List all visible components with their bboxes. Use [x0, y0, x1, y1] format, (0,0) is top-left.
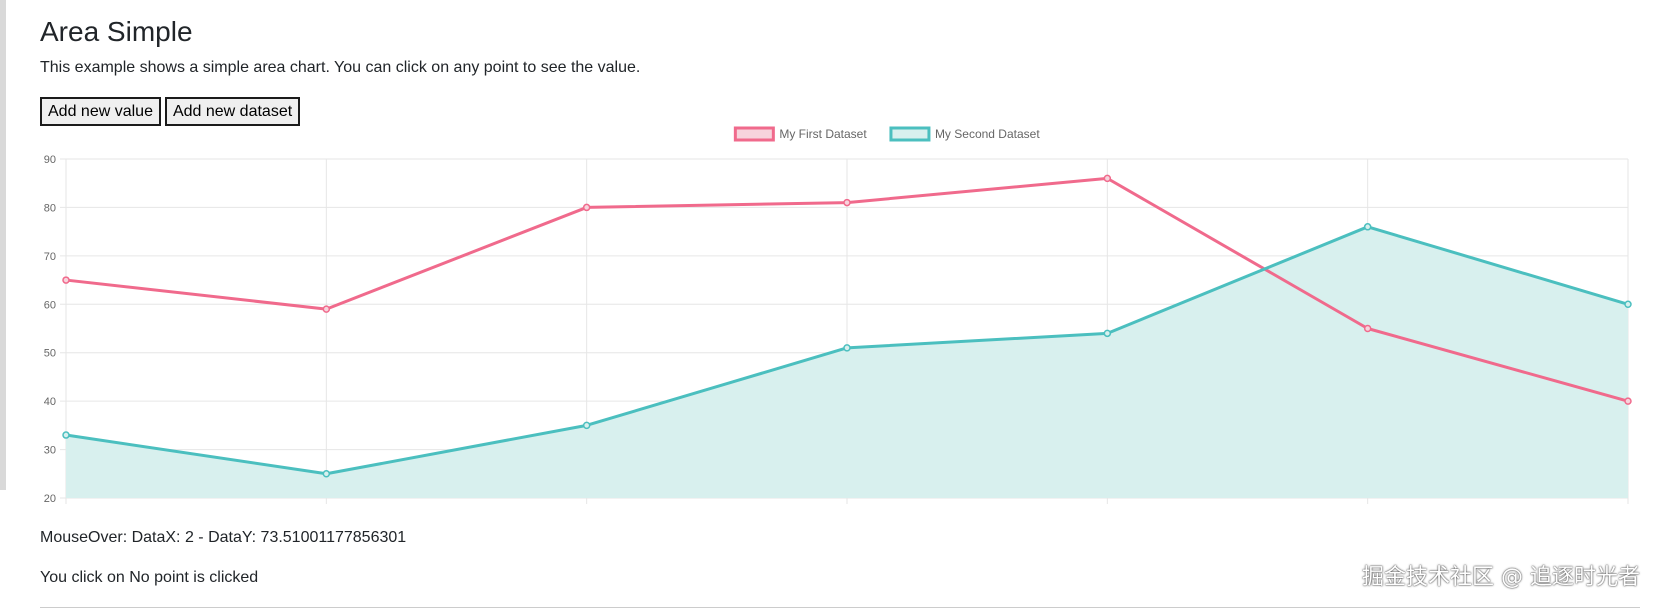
y-tick-label: 20 — [44, 493, 56, 505]
data-point — [1624, 397, 1632, 405]
data-point — [1363, 223, 1372, 231]
y-tick-label: 60 — [44, 299, 56, 311]
data-point — [843, 344, 851, 352]
click-readout: You click on No point is clicked — [40, 569, 259, 586]
watermark: 掘金技术社区 @ 追逐时光者 — [1362, 565, 1640, 590]
data-point — [582, 203, 591, 212]
y-tick-label: 50 — [44, 348, 56, 360]
y-tick-label: 90 — [44, 154, 56, 166]
y-tick-label: 80 — [44, 202, 56, 214]
add-new-dataset-button[interactable]: Add new dataset — [164, 97, 301, 126]
y-tick-label: 70 — [44, 251, 56, 263]
scrollbar-track[interactable] — [0, 0, 6, 490]
axis-labels: 2030405060708090JanuaryFebruaryMarchApri… — [44, 154, 56, 505]
divider — [40, 607, 1640, 608]
series-layer — [62, 174, 1632, 499]
data-point — [62, 431, 70, 439]
legend-label: My Second Dataset — [935, 127, 1040, 141]
data-point — [1624, 300, 1632, 309]
button-row: Add new value Add new dataset — [40, 97, 301, 126]
legend-label: My First Dataset — [779, 127, 867, 141]
page-title: Area Simple — [40, 16, 193, 47]
series-area-fill — [66, 226, 1628, 499]
add-new-value-button[interactable]: Add new value — [40, 97, 161, 126]
legend-swatch — [889, 126, 931, 142]
legend-swatch — [733, 126, 775, 142]
y-tick-label: 40 — [44, 396, 56, 408]
data-point — [582, 421, 591, 430]
data-point — [1103, 329, 1112, 338]
mouseover-readout: MouseOver: DataX: 2 - DataY: 73.51001177… — [40, 529, 407, 546]
area-chart[interactable]: 2030405060708090JanuaryFebruaryMarchApri… — [0, 126, 1654, 506]
data-point — [322, 305, 331, 313]
legend: My First Dataset My Second Dataset — [733, 126, 1040, 142]
data-point — [843, 198, 851, 207]
data-point — [322, 470, 331, 478]
data-point — [62, 276, 70, 284]
data-point — [1363, 324, 1372, 333]
y-tick-label: 30 — [44, 445, 56, 457]
page-description: This example shows a simple area chart. … — [40, 59, 641, 76]
data-point — [1103, 174, 1112, 183]
